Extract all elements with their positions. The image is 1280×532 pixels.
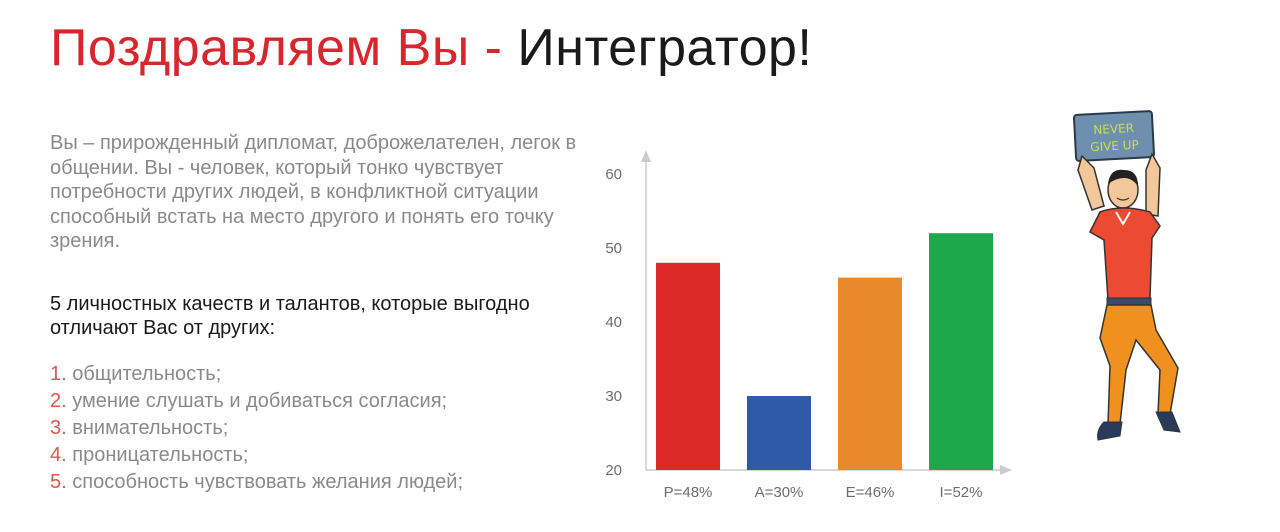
sign-text-line1: NEVER xyxy=(1093,121,1134,137)
item-text: проницательность; xyxy=(72,444,249,466)
page-title: Поздравляем Вы - Интегратор! xyxy=(50,18,812,78)
y-tick-label: 20 xyxy=(605,462,622,479)
item-number: 3. xyxy=(50,417,67,439)
item-text: умение слушать и добиваться согласия; xyxy=(72,390,448,412)
list-item: 1. общительность; xyxy=(50,361,463,388)
description-text: Вы – прирожденный дипломат, доброжелател… xyxy=(50,132,577,252)
sign-board: NEVER GIVE UP xyxy=(1073,110,1155,162)
bar-chart: 20 30 40 50 60 P=48% A=30% E=46% I=52% xyxy=(605,150,1012,501)
y-tick-label: 60 xyxy=(605,166,622,183)
item-text: способность чувствовать желания людей; xyxy=(72,471,464,493)
list-item: 2. умение слушать и добиваться согласия; xyxy=(50,388,463,415)
x-tick-label: E=46% xyxy=(846,484,895,501)
title-rest: Интегратор! xyxy=(517,19,813,77)
list-item: 5. способность чувствовать желания людей… xyxy=(50,469,463,496)
x-tick-label: A=30% xyxy=(755,484,804,501)
qualities-list: 1. общительность; 2. умение слушать и до… xyxy=(50,361,463,496)
title-highlight: Поздравляем Вы - xyxy=(50,19,518,77)
person-shirt xyxy=(1089,207,1161,301)
item-text: общительность; xyxy=(72,363,222,385)
bar-4 xyxy=(929,233,993,470)
item-number: 5. xyxy=(50,471,67,493)
y-tick-label: 40 xyxy=(605,314,622,331)
y-tick-label: 50 xyxy=(605,240,622,257)
y-tick-label: 30 xyxy=(605,388,622,405)
item-number: 1. xyxy=(50,363,67,385)
item-text: внимательность; xyxy=(72,417,229,439)
bar-2 xyxy=(747,396,811,470)
list-item: 3. внимательность; xyxy=(50,415,463,442)
x-tick-label: I=52% xyxy=(940,484,983,501)
sign-text-line2: GIVE UP xyxy=(1090,138,1139,155)
x-axis-arrow xyxy=(1000,465,1012,475)
item-number: 2. xyxy=(50,390,67,412)
person-pants xyxy=(1099,304,1179,425)
x-tick-label: P=48% xyxy=(664,484,713,501)
list-item: 4. проницательность; xyxy=(50,442,463,469)
bar-1 xyxy=(656,262,720,470)
qualities-heading: 5 личностных качеств и талантов, которые… xyxy=(50,293,530,339)
bar-3 xyxy=(838,277,902,470)
person-head xyxy=(1107,169,1139,209)
item-number: 4. xyxy=(50,444,67,466)
never-give-up-illustration: NEVER GIVE UP xyxy=(1073,110,1181,441)
y-axis-arrow xyxy=(641,150,651,162)
